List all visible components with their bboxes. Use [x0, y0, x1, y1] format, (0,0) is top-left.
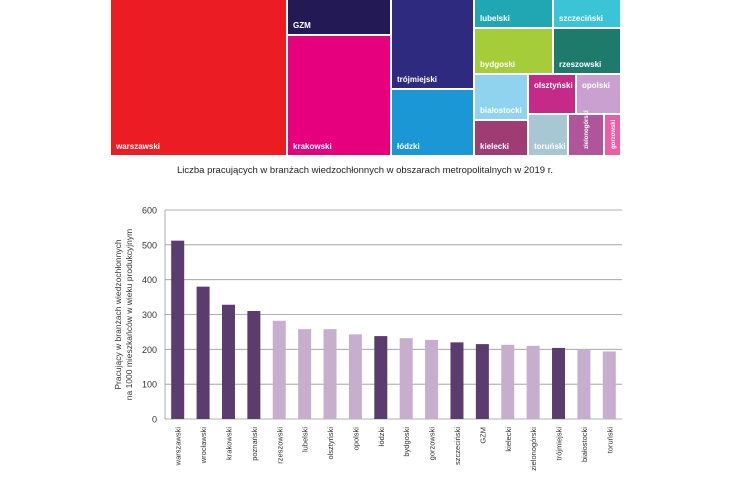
treemap-tile-lubelski: lubelski	[475, 0, 554, 29]
bar	[475, 344, 489, 419]
x-tick-label: opolski	[351, 427, 360, 451]
y-axis-label: na 1000 mieszkańców w wieku produkcyjnym	[124, 229, 134, 401]
bar	[298, 329, 312, 419]
treemap-label: łódzki	[397, 142, 420, 151]
bar	[247, 311, 261, 419]
treemap-tile-lodzki: łódzki	[392, 90, 475, 157]
x-tick-label: łódzki	[377, 427, 386, 447]
x-tick-label: gorzowski	[428, 427, 437, 461]
x-tick-label: wrocławski	[199, 427, 208, 465]
treemap-label: olsztyński	[534, 81, 573, 90]
bar	[602, 351, 616, 419]
x-tick-label: krakowski	[224, 427, 233, 460]
treemap-tile-bialostocki: białostocki	[475, 75, 529, 121]
y-tick-label: 500	[142, 240, 157, 250]
bar	[501, 344, 515, 419]
x-tick-label: zielonogórski	[529, 427, 538, 471]
treemap-label: gorzowski	[610, 119, 617, 149]
treemap-label: GZM	[293, 21, 311, 30]
treemap-label: białostocki	[480, 106, 522, 115]
treemap-caption: Liczba pracujących w branżach wiedzochło…	[177, 165, 553, 176]
bar	[272, 320, 286, 419]
treemap-tile-kielecki: kielecki	[475, 121, 529, 157]
treemap-tile-torunski: toruński	[529, 115, 569, 157]
treemap-label: toruński	[534, 142, 566, 151]
treemap-tile-gzm: GZM	[288, 0, 392, 36]
treemap-tile-krakowski: krakowski	[288, 36, 392, 157]
treemap-label: opolski	[582, 81, 611, 90]
bar	[196, 286, 210, 419]
treemap-label: trójmiejski	[397, 75, 438, 84]
y-tick-label: 600	[142, 206, 157, 216]
treemap-tile-zielonogorski: zielonogórski	[569, 110, 605, 157]
bar	[348, 334, 362, 419]
treemap: warszawski GZM krakowski trójmiejski łód…	[0, 0, 730, 160]
y-tick-label: 0	[152, 415, 157, 425]
x-tick-label: trójmiejski	[555, 427, 564, 461]
bar	[399, 338, 413, 419]
treemap-label: lubelski	[480, 14, 510, 23]
y-tick-label: 400	[142, 275, 157, 285]
bar	[221, 304, 235, 419]
treemap-label: kielecki	[480, 142, 509, 151]
bar	[450, 342, 464, 419]
y-tick-label: 200	[142, 345, 157, 355]
treemap-tile-szczecinski: szczeciński	[554, 0, 622, 29]
y-axis-label: Pracujący w branżach wiedzochłonnych	[113, 239, 123, 390]
x-tick-label: olsztyński	[326, 427, 335, 460]
treemap-tile-rzeszowski: rzeszowski	[554, 29, 622, 75]
x-tick-label: toruński	[605, 427, 614, 454]
treemap-label: krakowski	[293, 142, 332, 151]
treemap-label: szczeciński	[559, 14, 604, 23]
treemap-label: bydgoski	[480, 60, 516, 69]
treemap-label: zielonogórski	[584, 110, 590, 149]
x-tick-label: szczeciński	[453, 427, 462, 465]
bar	[171, 240, 185, 419]
bar	[323, 329, 337, 419]
treemap-tile-warszawski: warszawski	[111, 0, 288, 157]
bar	[577, 350, 591, 419]
x-tick-label: bydgoski	[402, 427, 411, 457]
treemap-label: warszawski	[116, 142, 161, 151]
bar	[552, 347, 566, 419]
x-tick-label: białostocki	[580, 427, 589, 462]
treemap-label: rzeszowski	[559, 60, 602, 69]
bar-chart: 0 100 200 300 400 500 600 Pracujący w branżach …	[113, 206, 622, 471]
x-tick-label: lubelski	[301, 427, 310, 452]
treemap-tile-olsztynski: olsztyński	[529, 75, 577, 115]
treemap-tile-trojmiejski: trójmiejski	[392, 0, 475, 90]
bar	[526, 345, 540, 419]
bar	[425, 339, 439, 419]
x-tick-label: kielecki	[504, 427, 513, 452]
x-tick-label: warszawski	[174, 427, 183, 467]
treemap-tile-bydgoski: bydgoski	[475, 29, 554, 75]
y-tick-label: 100	[142, 380, 157, 390]
x-tick-label: rzeszowski	[275, 427, 284, 464]
x-tick-label: GZM	[478, 427, 487, 444]
treemap-tile-gorzowski: gorzowski	[605, 115, 622, 157]
x-tick-label: poznański	[250, 427, 259, 461]
bar	[374, 336, 388, 419]
treemap-tile-opolski: opolski	[577, 75, 622, 115]
y-tick-label: 300	[142, 310, 157, 320]
